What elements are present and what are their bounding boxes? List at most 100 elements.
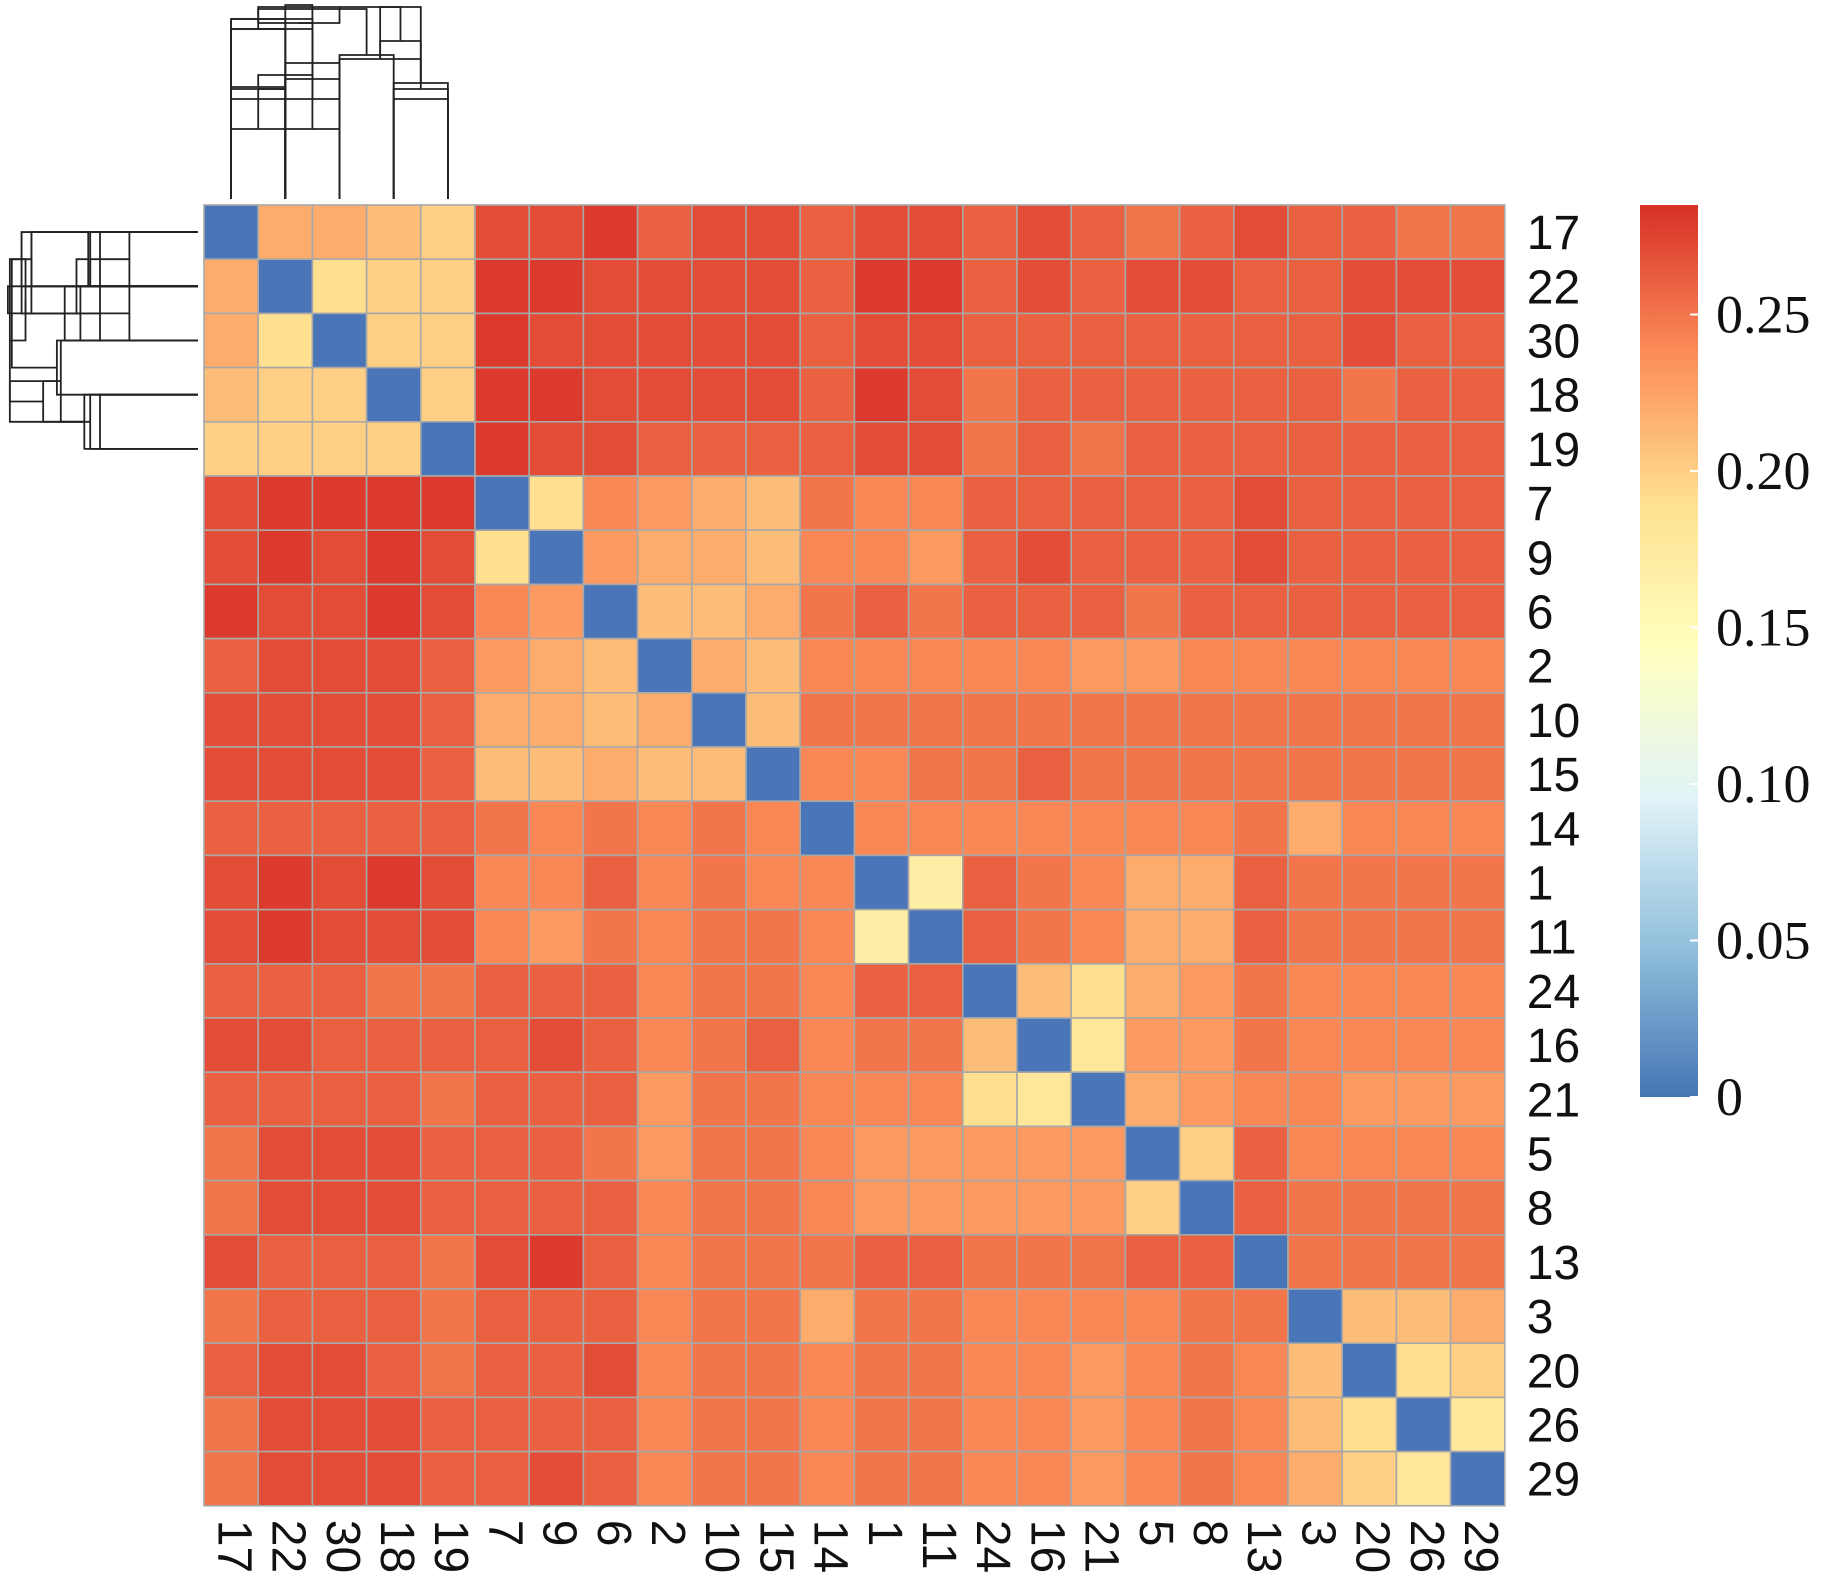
heatmap-cell xyxy=(1016,1396,1073,1453)
heatmap-cell xyxy=(419,1342,476,1399)
heatmap-cell xyxy=(474,1450,531,1507)
heatmap-cell xyxy=(1395,1342,1452,1399)
heatmap-cell xyxy=(582,962,639,1019)
heatmap-cell xyxy=(907,1450,964,1507)
heatmap-cell xyxy=(365,908,422,965)
heatmap-cell xyxy=(1070,908,1127,965)
heatmap-cell xyxy=(799,1288,856,1345)
heatmap-cell xyxy=(1016,583,1073,640)
heatmap-cell xyxy=(1287,583,1344,640)
heatmap-cell xyxy=(474,1234,531,1290)
heatmap-cell xyxy=(690,1017,747,1074)
heatmap-cell xyxy=(636,420,693,477)
heatmap-cell xyxy=(745,258,802,315)
heatmap-cell xyxy=(419,691,476,748)
heatmap-cell xyxy=(365,1071,422,1128)
heatmap-cell xyxy=(690,691,747,748)
heatmap-cell xyxy=(203,258,260,315)
column-label: 14 xyxy=(804,1520,857,1573)
heatmap-cell xyxy=(257,854,314,911)
heatmap-cell xyxy=(636,1396,693,1453)
heatmap-cell xyxy=(636,1179,693,1236)
dendrogram-branch xyxy=(20,231,198,315)
heatmap-cell xyxy=(1178,854,1235,911)
heatmap-cell xyxy=(799,204,856,261)
heatmap-cell xyxy=(474,312,531,369)
heatmap-cell xyxy=(1341,1342,1398,1399)
heatmap-cell xyxy=(1449,420,1506,477)
heatmap-cell xyxy=(1233,583,1289,640)
heatmap-cell xyxy=(528,800,585,857)
heatmap-cell xyxy=(311,1017,368,1074)
heatmap-cell xyxy=(1070,691,1127,748)
heatmap-cell xyxy=(257,475,314,532)
row-label: 10 xyxy=(1527,695,1580,748)
heatmap-cell xyxy=(1341,312,1398,369)
heatmap-cell xyxy=(528,366,585,423)
dendrogram-branch xyxy=(99,393,198,450)
heatmap-cell xyxy=(853,1396,910,1453)
heatmap-cell xyxy=(1287,312,1344,369)
colorbar-gradient xyxy=(1640,205,1698,1097)
row-label: 9 xyxy=(1527,532,1554,585)
heatmap-cell xyxy=(203,475,260,532)
heatmap-cell xyxy=(528,1179,585,1236)
heatmap-cell xyxy=(799,691,856,748)
heatmap-cell xyxy=(311,1234,368,1290)
heatmap-cell xyxy=(745,366,802,423)
heatmap-cell xyxy=(1016,1288,1073,1345)
heatmap-cell xyxy=(690,1125,747,1182)
heatmap-cell xyxy=(745,908,802,965)
heatmap-cell xyxy=(690,637,747,694)
heatmap-cell xyxy=(1178,1125,1235,1182)
colorbar: 0 0.05 0.10 0.15 0.20 0.25 xyxy=(1640,205,1811,1127)
heatmap-cell xyxy=(636,800,693,857)
heatmap-cell xyxy=(1070,312,1127,369)
heatmap-cell xyxy=(1124,312,1181,369)
heatmap-cell xyxy=(474,908,531,965)
heatmap-cell xyxy=(474,746,531,803)
heatmap-cell xyxy=(690,854,747,911)
heatmap-cell xyxy=(853,529,910,586)
heatmap-cell xyxy=(1233,258,1289,315)
heatmap-cell xyxy=(528,312,585,369)
dendrogram-branch xyxy=(338,54,395,199)
dendrogram-branch xyxy=(128,285,198,342)
heatmap-cell xyxy=(636,583,693,640)
heatmap-cell xyxy=(907,854,964,911)
heatmap-cell xyxy=(419,1125,476,1182)
heatmap-cell xyxy=(1178,583,1235,640)
colorbar-tick-label: 0 xyxy=(1716,1067,1743,1127)
heatmap-cell xyxy=(257,1071,314,1128)
heatmap-cell xyxy=(203,312,260,369)
heatmap-cell xyxy=(1124,1125,1181,1182)
heatmap-cell xyxy=(474,1342,531,1399)
heatmap-cell xyxy=(1070,366,1127,423)
heatmap-cell xyxy=(365,1179,422,1236)
heatmap-cell xyxy=(1449,1125,1506,1182)
heatmap-cell xyxy=(365,1450,422,1507)
heatmap-cell xyxy=(582,908,639,965)
heatmap-cell xyxy=(1395,746,1452,803)
heatmap-cell xyxy=(528,529,585,586)
heatmap-cell xyxy=(311,1071,368,1128)
heatmap-cell xyxy=(365,1342,422,1399)
heatmap-cell xyxy=(419,204,476,261)
heatmap-cell xyxy=(582,529,639,586)
heatmap-cell xyxy=(690,800,747,857)
heatmap-cell xyxy=(799,366,856,423)
column-label: 18 xyxy=(370,1520,423,1573)
heatmap-cell xyxy=(311,800,368,857)
heatmap-cell xyxy=(636,908,693,965)
heatmap-cell xyxy=(1395,691,1452,748)
heatmap-cell xyxy=(528,258,585,315)
heatmap-cell xyxy=(582,800,639,857)
heatmap-cell xyxy=(203,1179,260,1236)
heatmap-cell xyxy=(1178,962,1235,1019)
heatmap-cell xyxy=(528,420,585,477)
heatmap-cell xyxy=(1233,1125,1289,1182)
heatmap-cell xyxy=(1233,908,1289,965)
heatmap-cell xyxy=(1341,529,1398,586)
heatmap-cell xyxy=(257,908,314,965)
